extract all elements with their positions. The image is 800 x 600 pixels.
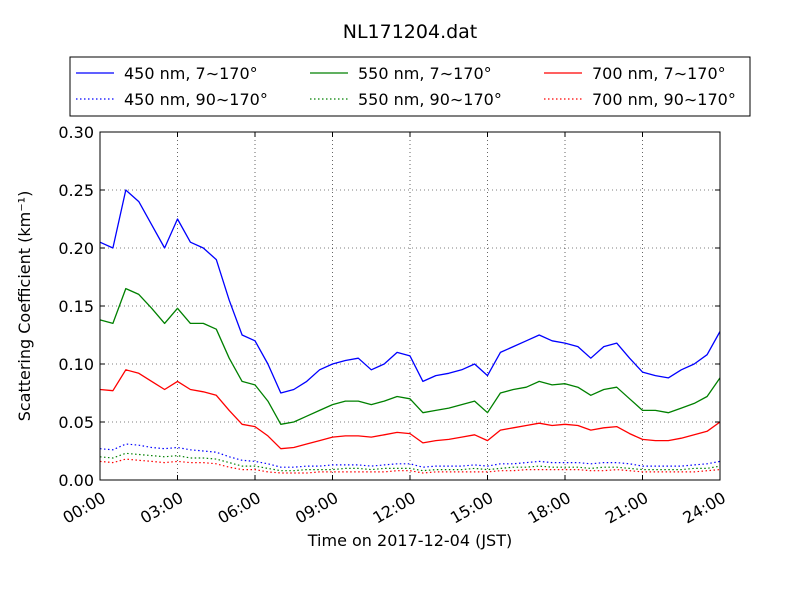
legend-label: 550 nm, 7∼170° bbox=[358, 64, 492, 83]
y-tick-label: 0.20 bbox=[58, 239, 94, 258]
y-tick-label: 0.00 bbox=[58, 471, 94, 490]
series-line-2 bbox=[99, 287, 721, 425]
series-line-1 bbox=[99, 443, 721, 468]
y-tick-labels: 0.00 0.05 0.10 0.15 0.20 0.25 0.30 bbox=[58, 123, 94, 490]
legend-label: 550 nm, 90∼170° bbox=[358, 90, 502, 109]
ticks bbox=[99, 131, 721, 481]
y-tick-label: 0.05 bbox=[58, 413, 94, 432]
series-line-0 bbox=[99, 189, 721, 394]
series-line-3 bbox=[99, 452, 721, 472]
y-tick-label: 0.30 bbox=[58, 123, 94, 142]
y-tick-label: 0.25 bbox=[58, 181, 94, 200]
series-line-4 bbox=[99, 369, 721, 450]
legend-label: 700 nm, 90∼170° bbox=[592, 90, 736, 109]
y-axis-label: Scattering Coefficient (km⁻¹) bbox=[15, 191, 34, 422]
series-lines bbox=[99, 189, 721, 474]
legend: 450 nm, 7∼170° 450 nm, 90∼170° 550 nm, 7∼1… bbox=[69, 56, 751, 117]
grid bbox=[100, 132, 720, 480]
x-axis-label: Time on 2017-12-04 (JST) bbox=[307, 531, 512, 550]
y-tick-label: 0.10 bbox=[58, 355, 94, 374]
legend-label: 700 nm, 7∼170° bbox=[592, 64, 726, 83]
y-tick-label: 0.15 bbox=[58, 297, 94, 316]
chart-title: NL171204.dat bbox=[343, 21, 478, 43]
legend-label: 450 nm, 90∼170° bbox=[124, 90, 268, 109]
legend-label: 450 nm, 7∼170° bbox=[124, 64, 258, 83]
series-line-5 bbox=[99, 458, 721, 474]
